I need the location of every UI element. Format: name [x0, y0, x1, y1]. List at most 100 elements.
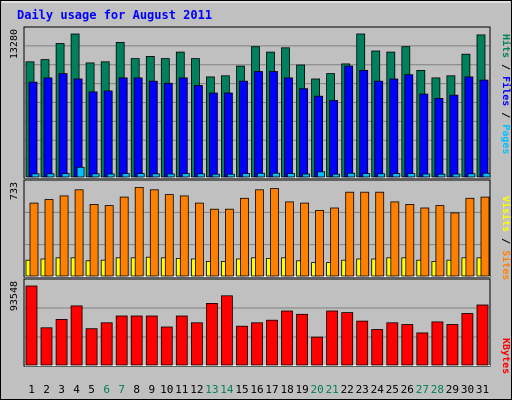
bar-files-day-21 [329, 100, 339, 178]
bar-kbytes-day-9 [145, 315, 158, 366]
bar-files-day-14 [223, 92, 233, 178]
bar-files-day-16 [254, 71, 263, 178]
x-label-day-12: 12 [190, 383, 203, 396]
bar-sites-day-18 [285, 201, 294, 277]
bar-kbytes-day-16 [251, 322, 263, 366]
bar-files-day-29 [449, 94, 459, 178]
bar-pages-day-27 [422, 173, 431, 178]
chart-title: Daily usage for August 2011 [17, 8, 212, 22]
bar-pages-day-1 [31, 173, 40, 178]
bar-sites-day-1 [29, 202, 39, 277]
bar-files-day-7 [118, 77, 128, 178]
bar-kbytes-day-24 [371, 329, 384, 366]
bar-sites-day-26 [405, 203, 415, 277]
x-label-day-2: 2 [43, 383, 50, 396]
bar-sites-day-3 [59, 195, 69, 277]
bar-kbytes-day-11 [175, 315, 188, 366]
legend-entry-0: Hits [500, 34, 512, 58]
x-label-day-20: 20 [310, 383, 323, 396]
x-label-day-27: 27 [416, 383, 429, 396]
x-label-day-6: 6 [103, 383, 110, 396]
panel-top-legend: Hits / Files / Pages [500, 34, 512, 154]
x-label-day-8: 8 [133, 383, 140, 396]
bar-files-day-27 [419, 93, 429, 178]
bar-files-day-24 [374, 80, 384, 178]
legend-entry-4: Pages [500, 124, 511, 154]
legend-entry-3: / [500, 106, 511, 124]
legend-entry-0: Visits [500, 196, 512, 232]
x-label-day-14: 14 [220, 383, 234, 396]
bar-sites-day-25 [390, 201, 400, 277]
panel-top-ymax-label: 13280 [9, 29, 20, 59]
bar-pages-day-21 [332, 173, 341, 178]
panel-bottom: 93548 KBytes [9, 278, 511, 374]
bar-kbytes-day-15 [236, 325, 248, 366]
bar-pages-day-11 [181, 173, 190, 178]
bar-pages-day-25 [392, 173, 401, 178]
bar-kbytes-day-7 [115, 315, 128, 366]
bar-files-day-12 [193, 85, 203, 178]
x-label-day-28: 28 [431, 383, 444, 396]
x-label-day-26: 26 [401, 383, 414, 396]
bar-pages-day-10 [166, 173, 175, 178]
bar-files-day-13 [208, 92, 218, 178]
bar-kbytes-day-1 [25, 285, 38, 366]
bar-sites-day-27 [420, 207, 430, 277]
bar-files-day-25 [389, 78, 399, 178]
bar-files-day-9 [148, 80, 158, 178]
bar-kbytes-day-12 [190, 322, 203, 366]
bar-sites-day-22 [345, 191, 355, 277]
bar-files-day-18 [284, 77, 293, 178]
x-label-day-4: 4 [73, 383, 80, 396]
bar-kbytes-day-4 [70, 305, 83, 366]
bar-files-day-26 [404, 74, 414, 178]
chart-panels: 13280 Hits / Files / Pages 733 Visits / Sit… [9, 26, 512, 374]
x-label-day-19: 19 [295, 383, 308, 396]
bar-kbytes-day-6 [100, 322, 113, 366]
bar-kbytes-day-30 [461, 313, 474, 366]
bar-pages-day-20 [317, 171, 326, 178]
bar-kbytes-day-26 [401, 324, 414, 366]
bar-sites-day-9 [149, 189, 159, 277]
legend-entry-1: / [500, 58, 511, 76]
x-label-day-13: 13 [205, 383, 218, 396]
bar-pages-day-28 [437, 173, 446, 178]
bar-sites-day-24 [375, 191, 385, 277]
bar-pages-day-31 [482, 172, 491, 178]
bar-files-day-5 [88, 91, 98, 178]
bar-sites-day-14 [224, 208, 234, 277]
bar-files-day-30 [464, 76, 474, 178]
bar-kbytes-day-23 [356, 320, 369, 366]
bar-pages-day-24 [377, 173, 386, 178]
bar-kbytes-day-14 [220, 295, 233, 366]
bar-sites-day-17 [270, 188, 279, 277]
bar-sites-day-11 [179, 195, 189, 277]
x-label-day-16: 16 [250, 383, 263, 396]
bar-pages-day-18 [287, 173, 295, 178]
bar-files-day-28 [434, 98, 444, 178]
bar-pages-day-5 [91, 173, 100, 178]
x-label-day-18: 18 [280, 383, 293, 396]
bar-files-day-8 [133, 77, 143, 178]
x-label-day-3: 3 [58, 383, 65, 396]
bar-pages-day-12 [196, 173, 205, 178]
bar-sites-day-16 [255, 189, 264, 277]
bar-pages-day-19 [302, 173, 311, 178]
bar-pages-day-16 [257, 172, 265, 178]
bar-files-day-10 [163, 82, 173, 178]
bar-files-day-23 [359, 70, 369, 178]
x-label-day-17: 17 [265, 383, 278, 396]
bar-pages-day-6 [106, 173, 115, 178]
bar-pages-day-26 [407, 173, 416, 178]
legend-entry-0: KBytes [500, 338, 511, 374]
panel-middle-legend: Visits / Sites [500, 196, 512, 280]
x-axis-labels: 1 2 3 4 5 6 7 8 9 10 11 12 13 14 15 16 17 18 19 20 21 22 23 24 2… [28, 383, 489, 396]
bar-sites-day-7 [119, 196, 129, 277]
x-label-day-25: 25 [386, 383, 399, 396]
bar-sites-day-19 [300, 202, 310, 277]
bar-kbytes-day-22 [341, 312, 354, 366]
bar-sites-day-28 [435, 205, 445, 277]
bar-files-day-4 [73, 78, 83, 178]
